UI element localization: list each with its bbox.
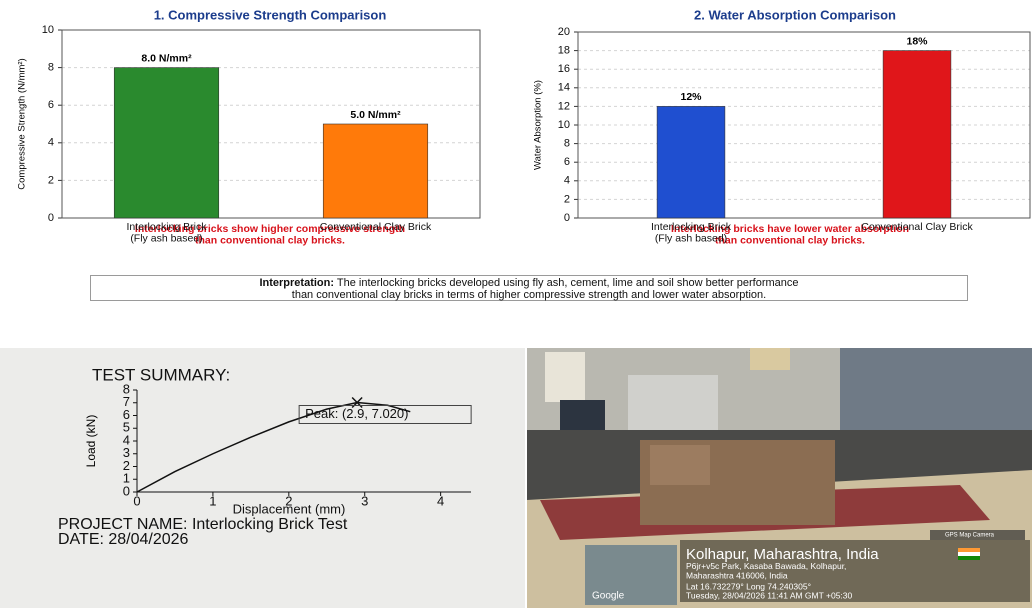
y-axis-label: Load (kN) xyxy=(84,415,98,468)
y-tick-label: 8 xyxy=(123,381,130,396)
y-tick-label: 6 xyxy=(123,407,130,422)
y-tick-label: 4 xyxy=(123,432,130,447)
map-logo: Google xyxy=(592,591,625,602)
y-tick-label: 1 xyxy=(123,471,130,486)
y-tick-label: 2 xyxy=(564,193,570,205)
frame xyxy=(750,348,790,370)
interpretation-label: Interpretation: xyxy=(259,277,334,289)
x-tick-label: 1 xyxy=(209,493,216,508)
y-tick-label: 16 xyxy=(558,63,570,75)
timestamp: Tuesday, 28/04/2026 11:41 AM GMT +05:30 xyxy=(686,590,853,600)
y-tick-label: 18 xyxy=(558,45,570,57)
peak-label: Peak: (2.9, 7.020) xyxy=(305,406,408,421)
interpretation-text: The interlocking bricks developed using … xyxy=(292,277,799,301)
y-tick-label: 6 xyxy=(48,99,54,111)
y-tick-label: 2 xyxy=(48,174,54,186)
flag-band xyxy=(958,552,980,556)
y-tick-label: 10 xyxy=(42,24,54,36)
flag-band xyxy=(958,556,980,560)
bar xyxy=(883,51,951,218)
value-label: 12% xyxy=(680,91,702,103)
chart-title: 2. Water Absorption Comparison xyxy=(694,7,896,22)
brick-face xyxy=(650,445,710,485)
photo: GPS Map Camera Kolhapur, Maharashtra, In… xyxy=(527,348,1032,608)
bar xyxy=(657,106,725,218)
x-tick-label: Conventional Clay Brick xyxy=(861,221,973,233)
y-tick-label: 20 xyxy=(558,26,570,38)
value-label: 8.0 N/mm² xyxy=(141,52,192,64)
y-tick-label: 0 xyxy=(123,483,130,498)
x-tick-label: 3 xyxy=(361,493,368,508)
monitor xyxy=(560,400,605,430)
y-tick-label: 0 xyxy=(564,212,570,224)
paper xyxy=(0,348,525,608)
y-tick-label: 5 xyxy=(123,420,130,435)
x-tick-label: Conventional Clay Brick xyxy=(320,221,432,233)
y-tick-label: 8 xyxy=(48,62,54,74)
page: GPS Map Camera Kolhapur, Maharashtra, In… xyxy=(0,0,1032,608)
bar xyxy=(323,124,428,218)
bar xyxy=(114,68,219,218)
x-tick-label: 0 xyxy=(133,493,140,508)
test-date: DATE: 28/04/2026 xyxy=(58,531,189,548)
y-axis-label: Water Absorption (%) xyxy=(533,80,544,170)
y-tick-label: 12 xyxy=(558,100,570,112)
gps-tag-text: GPS Map Camera xyxy=(945,533,995,539)
calendar xyxy=(545,352,585,402)
chart-title: TEST SUMMARY: xyxy=(92,365,230,384)
value-label: 18% xyxy=(906,35,928,47)
x-tick-label: Interlocking Brick(Fly ash based) xyxy=(127,221,208,245)
equipment xyxy=(628,375,718,430)
y-tick-label: 10 xyxy=(558,119,570,131)
y-axis-label: Compressive Strength (N/mm²) xyxy=(17,58,28,189)
chart-title: 1. Compressive Strength Comparison xyxy=(154,7,387,22)
x-axis-label: Displacement (mm) xyxy=(233,501,346,516)
x-tick-label: Interlocking Brick(Fly ash based) xyxy=(651,221,732,245)
y-tick-label: 8 xyxy=(564,138,570,150)
y-tick-label: 4 xyxy=(564,175,570,187)
y-tick-label: 3 xyxy=(123,445,130,460)
canvas: GPS Map Camera Kolhapur, Maharashtra, In… xyxy=(0,0,1032,608)
interpretation: Interpretation: The interlocking bricks … xyxy=(90,275,968,301)
y-tick-label: 2 xyxy=(123,458,130,473)
y-tick-label: 4 xyxy=(48,137,54,149)
y-tick-label: 6 xyxy=(564,156,570,168)
y-tick-label: 7 xyxy=(123,394,130,409)
x-tick-label: 4 xyxy=(437,493,444,508)
y-tick-label: 14 xyxy=(558,82,570,94)
value-label: 5.0 N/mm² xyxy=(350,109,401,121)
flag-band xyxy=(958,548,980,552)
y-tick-label: 0 xyxy=(48,212,54,224)
